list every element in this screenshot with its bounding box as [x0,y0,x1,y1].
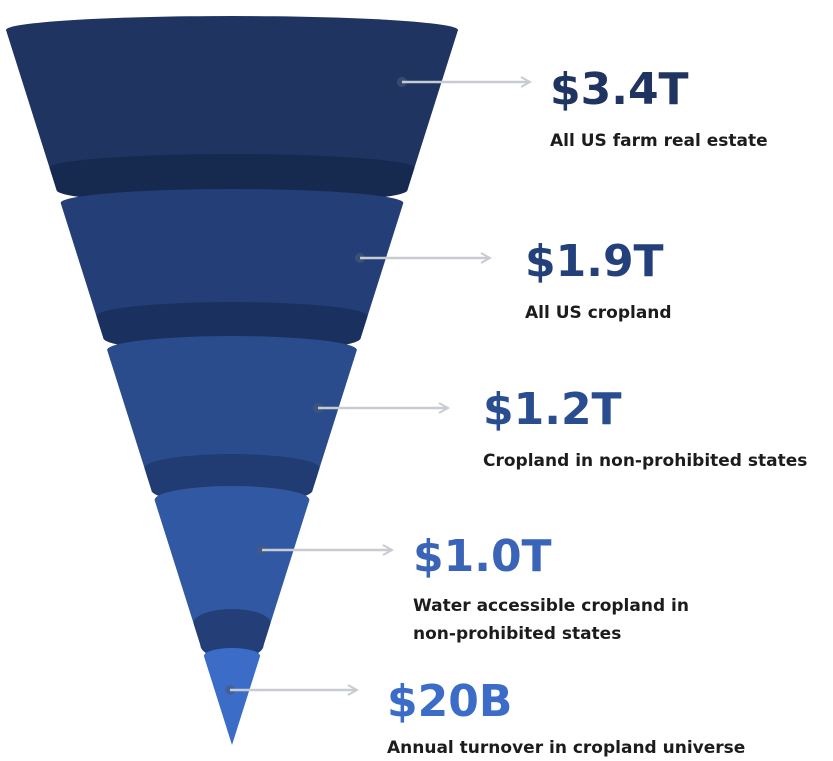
funnel-segment [6,16,458,205]
funnel-segment [154,486,310,659]
stage-label: Annual turnover in cropland universe [387,738,745,758]
stage-value: $3.4T [550,64,689,115]
stage-label: Water accessible cropland in [413,596,689,616]
stage-value: $20B [387,676,512,727]
stage-label: All US farm real estate [550,131,768,151]
stage-label: Cropland in non-prohibited states [483,451,807,471]
stage-value: $1.2T [483,384,622,435]
segment-rim [193,609,271,659]
stage-value: $1.0T [413,531,552,582]
stage-label: non-prohibited states [413,624,621,644]
stage-value: $1.9T [525,236,664,287]
stage-label: All US cropland [525,303,672,323]
funnel-tip [203,648,261,745]
